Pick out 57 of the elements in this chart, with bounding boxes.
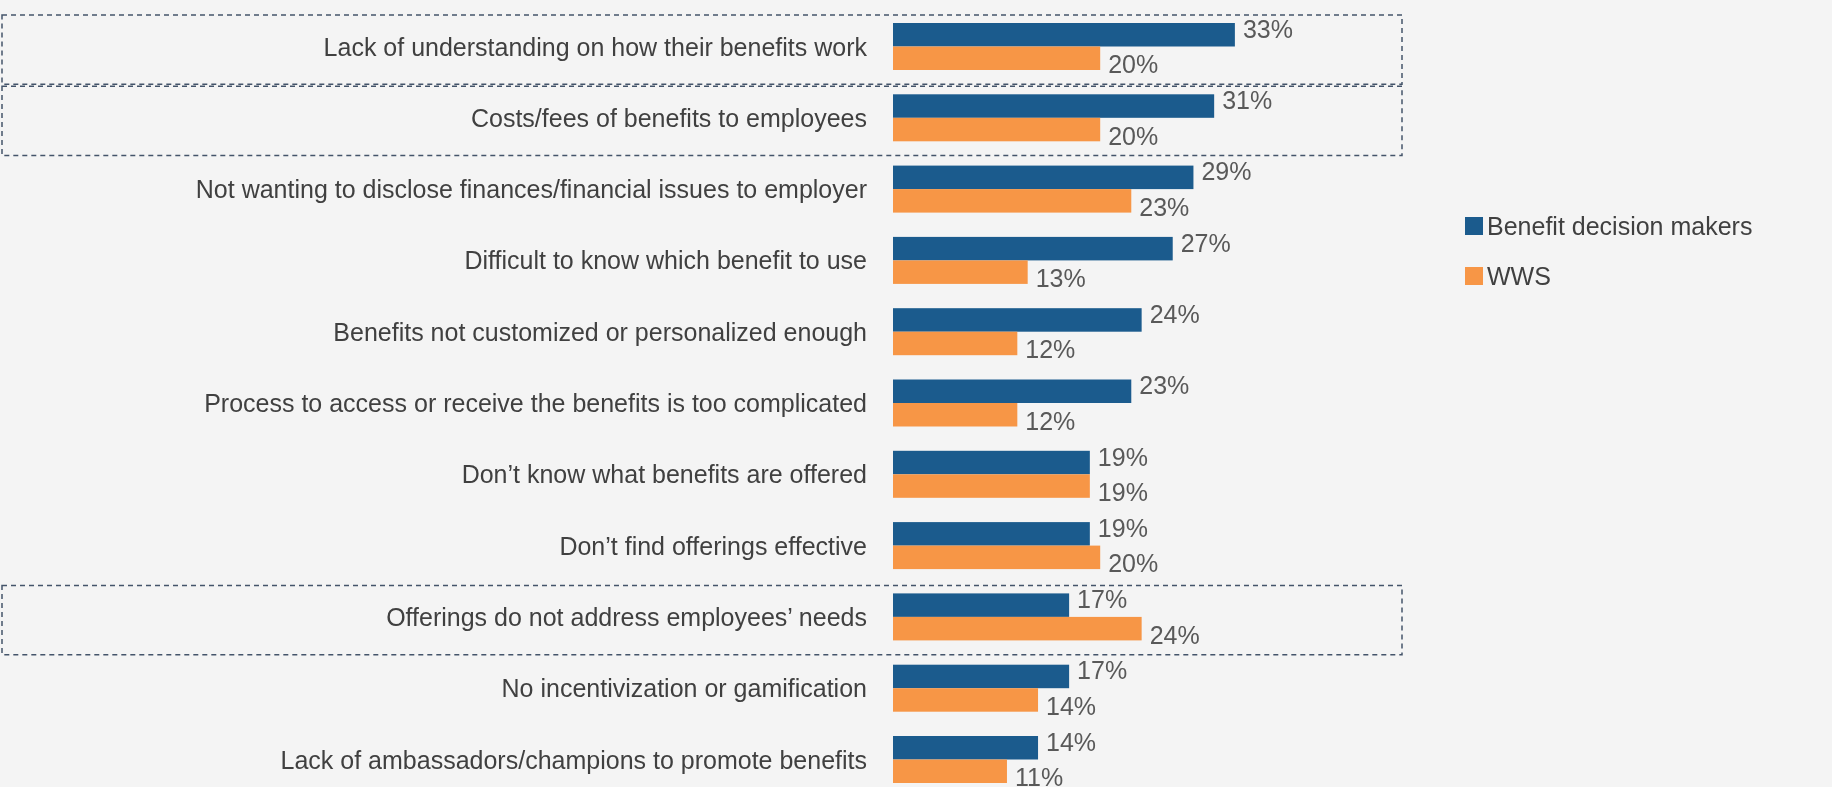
data-label: 27% [1180,228,1231,257]
bar [893,46,1101,70]
bar [893,23,1235,47]
bar [893,616,1142,641]
bar [893,759,1007,783]
data-label: 33% [1242,14,1293,43]
data-label: 23% [1139,371,1190,400]
data-label: 17% [1077,656,1128,685]
bar [893,545,1101,570]
bar [893,379,1132,403]
data-label: 31% [1222,86,1273,115]
y-tick-label: Process to access or receive the benefits is too complicated [204,389,867,417]
y-tick-label: Lack of understanding on how their benefits work [323,32,868,61]
data-label: 29% [1201,157,1252,186]
data-label: 17% [1077,585,1128,614]
bar [893,189,1132,213]
bar [893,522,1090,546]
legend-label: Benefit decision makers [1487,212,1753,240]
bar [893,236,1173,261]
data-label: 20% [1108,549,1159,578]
data-label: 12% [1025,406,1076,435]
data-label: 20% [1108,50,1159,79]
bar [893,165,1194,190]
data-label: 23% [1139,192,1190,221]
data-label: 14% [1046,691,1097,720]
y-tick-label: Don’t find offerings effective [559,531,867,560]
bar [893,260,1028,284]
data-label: 24% [1149,299,1200,328]
data-label: 11% [1014,763,1064,787]
y-tick-label: Don’t know what benefits are offered [461,460,867,489]
data-label: 20% [1108,121,1159,150]
y-tick-label: Offerings do not address employees’ needs [386,602,867,631]
y-tick-label: No incentivization or gamification [501,674,867,703]
data-label: 19% [1097,442,1148,471]
bar [893,450,1090,475]
bar [893,474,1090,498]
bar [893,94,1215,118]
y-tick-label: Lack of ambassadors/champions to promote benefits [280,745,867,774]
bar [893,736,1039,760]
data-label: 19% [1097,513,1148,542]
y-tick-label: Difficult to know which benefit to use [464,246,867,275]
data-label: 13% [1035,264,1086,293]
data-label: 12% [1025,335,1076,364]
bar [893,664,1070,689]
data-label: 19% [1097,478,1148,507]
bar [893,308,1142,332]
bar [893,331,1018,356]
legend-label: WWS [1487,262,1551,290]
bar [893,593,1070,617]
y-tick-label: Costs/fees of benefits to employees [470,103,867,132]
bar [893,688,1039,712]
data-label: 14% [1046,727,1097,756]
bar [893,117,1101,142]
y-tick-label: Not wanting to disclose finances/financial issues to employer [195,175,867,204]
y-tick-label: Benefits not customized or personalized enough [333,317,867,346]
data-label: 24% [1149,620,1200,649]
bar [893,403,1018,427]
